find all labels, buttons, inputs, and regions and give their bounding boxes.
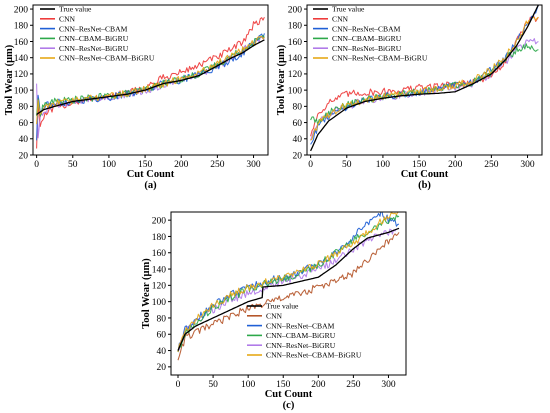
- panel-c: 0 50 100 150 200 250 300 20 40 60 80 100 120 140 160 18…: [141, 211, 407, 411]
- legend-entry-label: CNN–ResNet–CBAM: [332, 24, 401, 33]
- y-tick-label: 60: [293, 119, 303, 129]
- legend-entry-label: CNN–ResNet–CBAM: [59, 24, 128, 33]
- y-axis-label: Tool Wear (μm): [141, 258, 152, 329]
- legend-entry-label: CNN–ResNet–BiGRU: [59, 44, 129, 53]
- legend: True valueCNNCNN–ResNet–CBAMCNN–CBAM–BiG…: [313, 5, 428, 63]
- y-axis-label: Tool Wear (μm): [276, 44, 287, 115]
- legend-entry-label: True value: [59, 5, 92, 14]
- x-tick-label: 150: [138, 160, 153, 170]
- legend: True valueCNNCNN–ResNet–CBAMCNN–CBAM–BiG…: [40, 5, 155, 63]
- x-tick-label: 300: [520, 160, 535, 170]
- panel-a: 0 50 100 150 200 250 300 20 40 60 80 100 120 140 160 18…: [4, 4, 269, 191]
- x-tick-label: 200: [311, 380, 326, 390]
- x-tick-label: 0: [176, 380, 181, 390]
- y-tick-label: 40: [157, 347, 167, 357]
- legend-entry-label: True value: [332, 5, 365, 14]
- legend-entry-label: True value: [266, 302, 299, 311]
- y-tick-label: 80: [293, 103, 303, 113]
- y-tick-label: 140: [152, 265, 167, 275]
- series-line-6: [177, 212, 400, 352]
- y-tick-label: 20: [157, 363, 167, 373]
- x-tick-label: 250: [346, 380, 361, 390]
- series-line-6: [36, 35, 265, 125]
- x-tick-label: 50: [208, 380, 218, 390]
- series-line-6: [310, 16, 539, 141]
- series-line-1: [177, 227, 400, 351]
- y-tick-label: 200: [288, 5, 303, 15]
- legend-entry-label: CNN–ResNet–CBAM–BiGRU: [266, 351, 362, 360]
- y-tick-label: 200: [14, 5, 29, 15]
- y-tick-label: 160: [152, 249, 167, 259]
- x-tick-label: 50: [342, 160, 352, 170]
- x-tick-label: 0: [308, 160, 313, 170]
- y-tick-label: 80: [157, 314, 167, 324]
- y-tick-label: 100: [14, 86, 29, 96]
- y-tick-label: 100: [288, 86, 303, 96]
- x-tick-label: 300: [381, 380, 396, 390]
- y-tick-label: 120: [288, 70, 303, 80]
- y-tick-label: 180: [152, 233, 167, 243]
- legend: True valueCNNCNN–ResNet–CBAMCNN–CBAM–BiG…: [247, 302, 362, 360]
- x-tick-label: 100: [241, 380, 256, 390]
- y-tick-label: 120: [152, 282, 167, 292]
- legend-entry-label: CNN–ResNet–CBAM: [266, 321, 335, 330]
- x-tick-label: 100: [102, 160, 117, 170]
- y-tick-label: 140: [14, 54, 29, 64]
- x-axis-label: Cut Count: [265, 389, 313, 400]
- y-tick-label: 20: [293, 151, 303, 161]
- x-tick-label: 150: [276, 380, 291, 390]
- legend-entry-label: CNN–ResNet–CBAM–BiGRU: [59, 54, 155, 63]
- legend-entry-label: CNN–CBAM–BiGRU: [266, 331, 336, 340]
- x-tick-label: 50: [68, 160, 78, 170]
- x-tick-label: 100: [376, 160, 391, 170]
- x-tick-label: 200: [448, 160, 463, 170]
- x-tick-label: 250: [484, 160, 499, 170]
- plot-frame: [32, 4, 269, 156]
- x-tick-label: 200: [174, 160, 189, 170]
- legend-entry-label: CNN–CBAM–BiGRU: [59, 34, 129, 43]
- y-axis-label: Tool Wear (μm): [4, 44, 15, 115]
- panel-label: (b): [418, 180, 431, 191]
- x-tick-label: 150: [412, 160, 427, 170]
- panel-b: 0 50 100 150 200 250 300 20 40 60 80 100 120 140 160 18…: [276, 4, 543, 191]
- legend-entry-label: CNN–ResNet–BiGRU: [332, 44, 402, 53]
- series-line-2: [177, 232, 400, 361]
- legend-entry-label: CNN–ResNet–BiGRU: [266, 341, 336, 350]
- y-tick-label: 160: [14, 38, 29, 48]
- legend-entry-label: CNN: [266, 312, 283, 321]
- y-tick-label: 60: [157, 331, 167, 341]
- panel-label: (c): [283, 400, 295, 411]
- legend-entry-label: CNN: [59, 15, 76, 24]
- y-tick-label: 80: [19, 103, 29, 113]
- legend-entry-label: CNN–ResNet–CBAM–BiGRU: [332, 54, 428, 63]
- y-tick-label: 60: [19, 119, 29, 129]
- y-tick-label: 180: [288, 22, 303, 32]
- y-tick-label: 180: [14, 22, 29, 32]
- panel-label: (a): [144, 180, 157, 191]
- plot-frame: [170, 211, 407, 376]
- legend-entry-label: CNN: [332, 15, 349, 24]
- y-tick-label: 20: [19, 151, 29, 161]
- y-tick-label: 140: [288, 54, 303, 64]
- y-tick-label: 200: [152, 216, 167, 226]
- x-axis-label: Cut Count: [127, 169, 175, 180]
- y-tick-label: 40: [293, 135, 303, 145]
- y-tick-label: 100: [152, 298, 167, 308]
- plot-frame: [306, 4, 543, 156]
- x-tick-label: 300: [246, 160, 261, 170]
- y-tick-label: 40: [19, 135, 29, 145]
- series-line-1: [36, 39, 265, 116]
- x-tick-label: 250: [210, 160, 225, 170]
- x-tick-label: 0: [34, 160, 39, 170]
- y-tick-label: 160: [288, 38, 303, 48]
- series-line-1: [310, 5, 539, 152]
- legend-entry-label: CNN–CBAM–BiGRU: [332, 34, 402, 43]
- x-axis-label: Cut Count: [401, 169, 449, 180]
- y-tick-label: 120: [14, 70, 29, 80]
